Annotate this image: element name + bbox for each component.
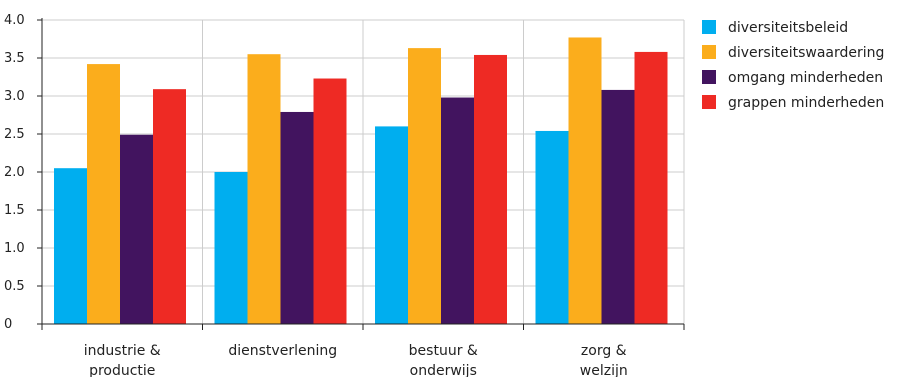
bar-diversiteitswaardering-2 — [408, 48, 441, 325]
y-tick-label: 0.5 — [4, 279, 25, 294]
bar-diversiteitsbeleid-0 — [54, 168, 87, 324]
bar-omgang-minderheden-0 — [120, 134, 153, 324]
x-category-label: dienstverlening — [228, 343, 337, 359]
legend-label: grappen minderheden — [728, 95, 884, 111]
x-category-label: bestuur & — [409, 343, 478, 359]
x-category-label: productie — [89, 363, 155, 377]
bar-diversiteitsbeleid-1 — [214, 172, 248, 324]
bar-grappen-minderheden-2 — [474, 54, 507, 325]
y-tick-label: 2.5 — [4, 127, 25, 142]
legend-swatch — [702, 45, 716, 59]
legend-swatch — [702, 20, 716, 34]
y-tick-label: 0 — [4, 317, 12, 332]
y-tick-label: 4.0 — [4, 13, 25, 28]
bar-grappen-minderheden-3 — [634, 51, 668, 325]
bar-diversiteitsbeleid-3 — [535, 130, 569, 324]
axes: 0 0.5 1.0 1.5 2.0 2.5 3.0 3.5 4.0 industrie & prod… — [4, 13, 685, 379]
bars — [54, 37, 668, 325]
y-tick-label: 1.0 — [4, 241, 25, 256]
legend-swatch — [702, 95, 716, 109]
x-category-label: welzijn — [580, 363, 628, 377]
bar-omgang-minderheden-2 — [441, 97, 474, 325]
bar-diversiteitsbeleid-2 — [375, 126, 408, 325]
y-tick-label: 3.5 — [4, 51, 25, 66]
bar-grappen-minderheden-1 — [313, 78, 347, 325]
legend-swatch — [702, 70, 716, 84]
bar-diversiteitswaardering-1 — [247, 54, 281, 324]
x-category-label: zorg & — [581, 343, 627, 359]
legend-label: diversiteitswaardering — [728, 45, 884, 61]
x-category-label: industrie & — [84, 343, 161, 359]
y-tick-label: 2.0 — [4, 165, 25, 180]
bar-grappen-minderheden-0 — [153, 89, 186, 324]
y-tick-label: 3.0 — [4, 89, 25, 104]
legend: diversiteitsbeleid diversiteitswaardering… — [702, 20, 884, 111]
y-tick-label: 1.5 — [4, 203, 25, 218]
bar-diversiteitswaardering-0 — [87, 64, 120, 324]
bar-omgang-minderheden-3 — [601, 89, 635, 324]
bar-diversiteitswaardering-3 — [568, 37, 602, 324]
bar-omgang-minderheden-1 — [280, 111, 314, 325]
legend-label: omgang minderheden — [728, 70, 883, 86]
x-category-label: onderwijs — [410, 363, 477, 377]
legend-label: diversiteitsbeleid — [728, 20, 848, 36]
